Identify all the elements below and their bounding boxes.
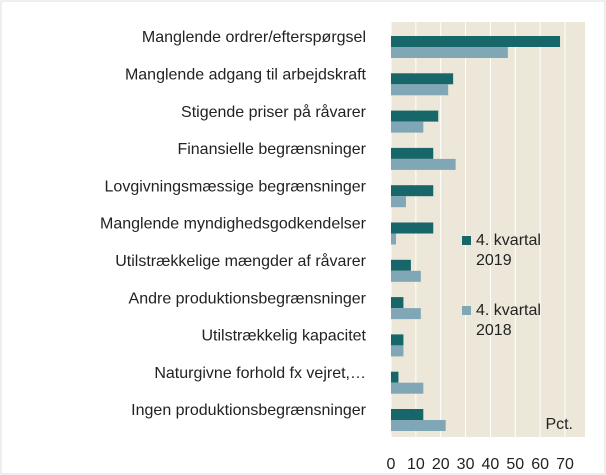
bar <box>391 371 399 383</box>
bar <box>391 270 421 282</box>
unit-label: Pct. <box>545 416 573 433</box>
bar <box>391 334 404 346</box>
category-label: Finansielle begrænsninger <box>177 141 366 158</box>
x-tick-label: 70 <box>556 456 574 473</box>
bar <box>391 297 404 309</box>
legend-swatch <box>462 306 471 315</box>
x-tick-label: 30 <box>457 456 475 473</box>
bar <box>391 158 456 170</box>
bar <box>391 84 449 96</box>
legend-label: 4. kvartal 2018 <box>476 302 541 339</box>
legend-swatch <box>462 236 471 245</box>
x-tick-label: 20 <box>432 456 450 473</box>
category-label: Manglende myndighedsgodkendelser <box>100 216 367 233</box>
category-label: Manglende ordrer/efterspørgsel <box>142 29 366 46</box>
category-label: Ingen produktionsbegrænsninger <box>131 402 367 419</box>
x-tick-label: 60 <box>531 456 549 473</box>
bar <box>391 345 404 357</box>
x-tick-label: 50 <box>506 456 524 473</box>
category-label: Manglende adgang til arbejdskraft <box>125 67 367 84</box>
legend-label: 4. kvartal 2019 <box>476 232 541 269</box>
bar <box>391 121 424 133</box>
bar <box>391 259 411 271</box>
category-label: Stigende priser på råvarer <box>181 103 367 121</box>
bar <box>391 47 508 58</box>
category-label: Utilstrækkelige mængder af råvarer <box>115 252 366 270</box>
bar <box>391 233 396 245</box>
x-tick-label: 0 <box>387 456 396 473</box>
bar <box>391 222 434 234</box>
bar <box>391 185 434 197</box>
bar <box>391 409 424 420</box>
category-label: Naturgivne forhold fx vejret,… <box>154 365 366 382</box>
bar <box>391 36 561 47</box>
bar <box>391 196 406 208</box>
x-tick-label: 10 <box>407 456 425 473</box>
bar <box>391 147 434 159</box>
bar <box>391 308 421 320</box>
bar <box>391 382 424 394</box>
category-label: Lovgivningsmæssige begrænsninger <box>105 178 367 195</box>
category-label: Utilstrækkelig kapacitet <box>202 328 367 345</box>
x-tick-label: 40 <box>482 456 500 473</box>
category-label: Andre produktionsbegrænsninger <box>129 290 367 307</box>
bar <box>391 110 439 122</box>
bar <box>391 73 454 85</box>
bar <box>391 420 446 431</box>
